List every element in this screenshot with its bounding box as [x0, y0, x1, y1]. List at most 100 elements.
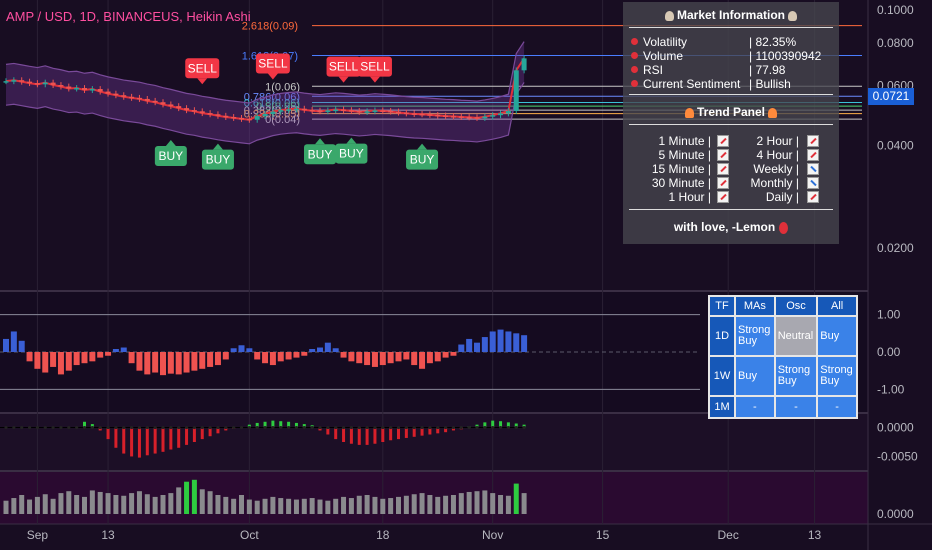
osc2-bar: [145, 427, 149, 456]
osc2-squeeze-dot: [12, 425, 16, 430]
osc1-bar: [222, 352, 229, 360]
chart-title: AMP / USD, 1D, BINANCEUS, Heikin Ashi: [6, 9, 251, 24]
osc1-bar: [411, 352, 418, 366]
osc2-bar: [114, 427, 118, 448]
check-icon: [717, 135, 729, 147]
vol-bar: [270, 496, 276, 514]
osc2-squeeze-dot: [467, 425, 471, 430]
candle-body: [293, 108, 299, 111]
candle-body: [223, 115, 229, 118]
osc2-squeeze-dot: [396, 425, 401, 430]
candle-body: [239, 117, 244, 120]
osc1-bar: [3, 338, 9, 352]
vol-bar: [215, 495, 221, 514]
osc2-bar: [177, 427, 181, 448]
sell-signal-pointer: [338, 76, 349, 83]
osc1-bar: [387, 352, 394, 364]
osc1-bar: [505, 331, 512, 352]
osc1-bar: [175, 352, 182, 375]
rating-table: TF MAs Osc All 1D Strong Buy Neutral Buy…: [708, 295, 858, 419]
osc2-bar: [192, 427, 196, 442]
candle-body: [270, 111, 276, 114]
buy-signal-box: [304, 144, 336, 165]
fib-level-label: 2.618(0.09): [242, 21, 298, 33]
osc2-squeeze-dot: [43, 425, 47, 430]
osc2-squeeze-dot: [302, 425, 306, 430]
vol-bar: [490, 493, 496, 514]
osc1-bar: [10, 331, 17, 352]
y-tick-label: 0.1000: [877, 3, 914, 17]
trend-down-icon: [807, 177, 819, 189]
vol-bar: [419, 493, 425, 514]
sell-signal-label: SELL: [188, 61, 218, 75]
osc1-bar: [254, 352, 261, 360]
osc1-bar: [309, 349, 316, 352]
osc2-squeeze-dot: [98, 425, 102, 430]
osc2-squeeze-dot: [67, 425, 71, 430]
candle-body: [498, 113, 504, 116]
osc1-bar: [521, 335, 528, 352]
osc2-squeeze-dot: [51, 425, 55, 430]
osc1-bar: [419, 352, 426, 369]
osc2-squeeze-dot: [412, 425, 416, 430]
vol-bar: [89, 490, 95, 514]
buy-signal: BUY: [406, 143, 439, 170]
candle-body: [19, 80, 25, 82]
vol-bar: [239, 495, 244, 514]
vol-bar: [184, 481, 190, 514]
sell-signal-pointer: [369, 76, 380, 83]
sell-signal-box: [326, 56, 361, 77]
check-icon: [717, 149, 729, 161]
osc2-bar: [444, 427, 448, 433]
osc2-bar: [499, 421, 503, 428]
osc2-bar: [122, 427, 126, 454]
osc2-bar: [428, 427, 432, 435]
x-tick-label: Oct: [240, 528, 259, 542]
osc1-bar: [285, 352, 292, 360]
pin-icon: [631, 38, 638, 45]
buy-signal-label: BUY: [206, 153, 231, 167]
osc2-bar: [200, 427, 204, 440]
osc2-squeeze-dot: [247, 425, 251, 430]
osc1-bar: [18, 340, 25, 352]
osc2-bar: [357, 427, 361, 445]
market-information-panel: Market Information Volatility | 82.35% Vo…: [623, 2, 839, 244]
candle-body: [113, 93, 119, 96]
osc1-bar: [489, 331, 496, 352]
candle-body: [3, 81, 9, 83]
osc1-bar: [317, 347, 323, 352]
buy-signal-box: [201, 149, 234, 170]
osc2-squeeze-dot: [192, 425, 196, 430]
osc1-bar: [57, 352, 64, 375]
osc1-bar: [246, 348, 253, 352]
osc2-bar: [342, 427, 346, 442]
y-tick-label: 0.0400: [877, 138, 914, 152]
osc1-bar: [136, 352, 143, 371]
osc1-bar: [152, 352, 159, 373]
trend-row: 1 Minute | 2 Hour |: [623, 134, 839, 148]
rating-row-1d: 1D Strong Buy Neutral Buy: [708, 315, 858, 357]
osc1-bar: [474, 342, 480, 352]
osc1-bar: [450, 352, 457, 356]
candle-body: [168, 104, 174, 107]
osc1-bar: [332, 348, 339, 352]
rating-tf: 1D: [708, 315, 736, 357]
lemon-icon: [779, 221, 789, 234]
candle-body: [144, 98, 150, 101]
candle-body: [513, 70, 519, 112]
osc2-squeeze-dot: [459, 425, 463, 430]
vol-bar: [388, 498, 394, 514]
osc2-bar: [130, 427, 134, 457]
candle-body: [443, 115, 449, 117]
osc2-squeeze-dot: [326, 425, 330, 430]
sell-signal-box: [255, 53, 290, 74]
candle-body: [396, 111, 401, 114]
osc1-bar: [73, 352, 80, 366]
candle-body: [278, 110, 284, 112]
vol-bar: [341, 496, 347, 514]
osc2-bar: [255, 422, 259, 428]
osc2-squeeze-dot: [114, 425, 118, 430]
osc2-squeeze-dot: [294, 425, 299, 430]
osc1-tick-label: 1.00: [877, 308, 901, 322]
